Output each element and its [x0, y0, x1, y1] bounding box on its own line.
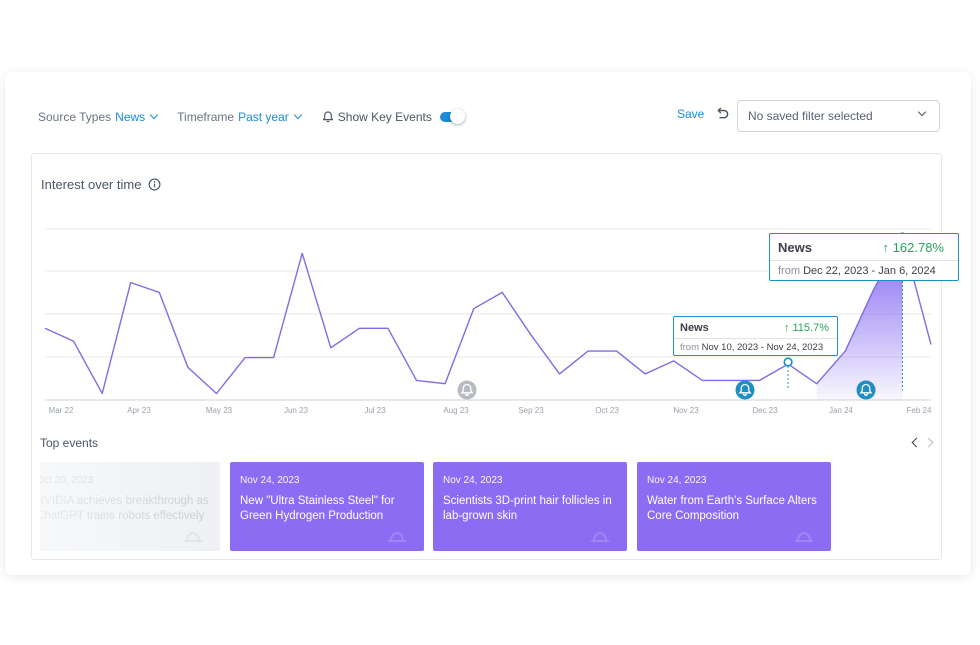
highlight-tooltip: News ↑ 162.78% from Dec 22, 2023 - Jan 6… — [769, 233, 959, 281]
x-tick-label: Jan 24 — [828, 406, 854, 415]
tooltip-source: News — [778, 239, 812, 255]
toggle-knob — [449, 109, 465, 124]
source-types-label: Source Types — [38, 110, 112, 124]
info-icon[interactable] — [148, 178, 161, 191]
event-title: NVIDIA achieves breakthrough as ChatGPT … — [40, 495, 209, 522]
undo-icon[interactable] — [714, 106, 730, 122]
show-key-events-control: Show Key Events — [321, 109, 465, 124]
timeframe-dropdown[interactable]: Timeframe Past year — [177, 110, 303, 124]
bell-icon — [184, 531, 202, 542]
chart-title-text: Interest over time — [41, 177, 142, 192]
x-tick-label: Dec 23 — [752, 406, 778, 415]
event-title: Water from Earth's Surface Alters Core C… — [647, 495, 817, 522]
event-card[interactable]: Nov 24, 2023 Water from Earth's Surface … — [637, 462, 831, 551]
source-types-value: News — [115, 110, 146, 124]
event-title: Scientists 3D-print hair follicles in la… — [443, 495, 612, 522]
bell-icon — [388, 531, 406, 542]
x-tick-label: Apr 23 — [127, 406, 151, 415]
highlight-point[interactable] — [783, 357, 793, 367]
key-event-bell-icon[interactable] — [457, 380, 477, 400]
x-tick-label: Jul 23 — [364, 406, 386, 415]
tooltip-range: Nov 10, 2023 - Nov 24, 2023 — [701, 342, 824, 353]
x-tick-label: Jun 23 — [283, 406, 309, 415]
x-tick-label: Aug 23 — [443, 406, 469, 415]
tooltip-body: from Nov 10, 2023 - Nov 24, 2023 — [674, 339, 837, 356]
tooltip-from-label: from — [680, 342, 699, 353]
tooltip-change-value: 162.78% — [892, 239, 944, 255]
top-events-title: Top events — [40, 436, 99, 450]
x-tick-label: Feb 24 — [906, 406, 932, 415]
highlight-tooltip: News ↑ 115.7% from Nov 10, 2023 - Nov 24… — [673, 316, 838, 356]
arrow-up-icon: ↑ — [783, 321, 793, 334]
bell-icon — [322, 111, 333, 123]
tooltip-change: ↑ 115.7% — [784, 322, 829, 334]
x-tick-label: Oct 23 — [595, 406, 619, 415]
filter-toolbar: Source Types News Timeframe Past year Sh… — [38, 102, 482, 132]
event-date: Oct 20, 2023 — [40, 475, 94, 486]
saved-filter-select[interactable]: No saved filter selected — [737, 100, 940, 132]
tooltip-from-label: from — [778, 265, 800, 277]
key-event-bell-icon[interactable] — [735, 380, 755, 400]
tooltip-header: News ↑ 115.7% — [674, 317, 837, 339]
x-tick-label: Nov 23 — [673, 406, 699, 415]
arrow-up-icon: ↑ — [882, 239, 893, 255]
series-line — [44, 236, 932, 395]
tooltip-change: ↑ 162.78% — [883, 240, 944, 255]
chevron-left-icon[interactable] — [910, 436, 920, 450]
bell-icon — [795, 531, 813, 542]
save-controls: Save — [677, 106, 730, 122]
chevron-right-icon[interactable] — [925, 436, 935, 450]
tooltip-source: News — [680, 321, 709, 334]
event-date: Nov 24, 2023 — [240, 475, 300, 486]
x-tick-label: Mar 22 — [48, 406, 74, 415]
timeframe-value: Past year — [238, 110, 289, 124]
event-date: Nov 24, 2023 — [443, 475, 503, 486]
chart-title: Interest over time — [41, 177, 161, 192]
event-card[interactable]: Nov 24, 2023 New "Ultra Stainless Steel"… — [230, 462, 424, 551]
saved-filter-value: No saved filter selected — [748, 109, 873, 123]
tooltip-change-value: 115.7% — [792, 321, 830, 334]
event-card[interactable]: Oct 20, 2023 NVIDIA achieves breakthroug… — [40, 462, 220, 551]
event-card[interactable]: Nov 24, 2023 Scientists 3D-print hair fo… — [433, 462, 627, 551]
event-date: Nov 24, 2023 — [647, 475, 707, 486]
key-event-bell-icon[interactable] — [856, 380, 876, 400]
timeframe-label: Timeframe — [177, 110, 235, 124]
bell-icon — [591, 531, 609, 542]
x-tick-label: Sep 23 — [518, 406, 544, 415]
tooltip-body: from Dec 22, 2023 - Jan 6, 2024 — [770, 261, 958, 281]
source-types-dropdown[interactable]: Source Types News — [38, 110, 159, 124]
event-title: New "Ultra Stainless Steel" for Green Hy… — [240, 495, 395, 522]
tooltip-range: Dec 22, 2023 - Jan 6, 2024 — [803, 265, 936, 277]
tooltip-header: News ↑ 162.78% — [770, 234, 958, 261]
show-key-events-label: Show Key Events — [337, 110, 432, 124]
show-key-events-toggle[interactable] — [439, 109, 465, 124]
save-button[interactable]: Save — [677, 107, 705, 121]
top-events-carousel: Oct 20, 2023 NVIDIA achieves breakthroug… — [40, 462, 940, 551]
x-tick-label: May 23 — [205, 406, 233, 415]
